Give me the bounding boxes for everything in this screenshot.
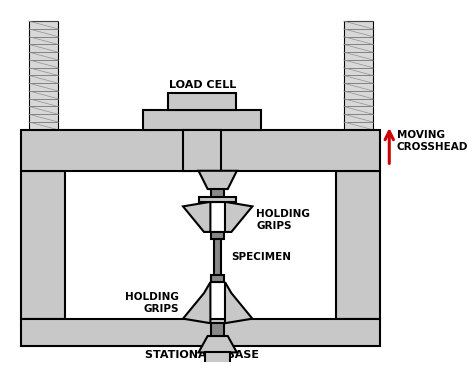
Bar: [205, 352, 230, 365]
Bar: [21, 171, 65, 319]
Polygon shape: [199, 171, 237, 189]
Text: HOLDING
GRIPS: HOLDING GRIPS: [256, 209, 310, 231]
Bar: [337, 171, 380, 319]
Text: LOAD CELL: LOAD CELL: [169, 80, 236, 89]
Text: HOLDING
GRIPS: HOLDING GRIPS: [126, 292, 179, 314]
Bar: [168, 93, 236, 110]
Bar: [29, 21, 58, 130]
Bar: [29, 171, 58, 319]
Bar: [344, 21, 373, 130]
Bar: [21, 130, 380, 171]
Bar: [183, 130, 221, 171]
Bar: [211, 232, 224, 239]
Bar: [200, 197, 236, 202]
Bar: [211, 275, 224, 282]
Text: SPECIMEN: SPECIMEN: [231, 252, 292, 262]
Bar: [209, 365, 227, 374]
Bar: [211, 189, 224, 202]
Polygon shape: [183, 282, 210, 323]
Text: MOVING
CROSSHEAD: MOVING CROSSHEAD: [397, 130, 468, 152]
Bar: [143, 110, 262, 130]
Bar: [211, 323, 224, 336]
Polygon shape: [183, 202, 210, 232]
Text: STATIONARY BASE: STATIONARY BASE: [145, 350, 259, 360]
Polygon shape: [225, 202, 252, 232]
Polygon shape: [225, 282, 252, 323]
Bar: [21, 319, 380, 346]
Bar: [214, 232, 221, 282]
Bar: [344, 171, 373, 319]
Polygon shape: [199, 336, 237, 352]
